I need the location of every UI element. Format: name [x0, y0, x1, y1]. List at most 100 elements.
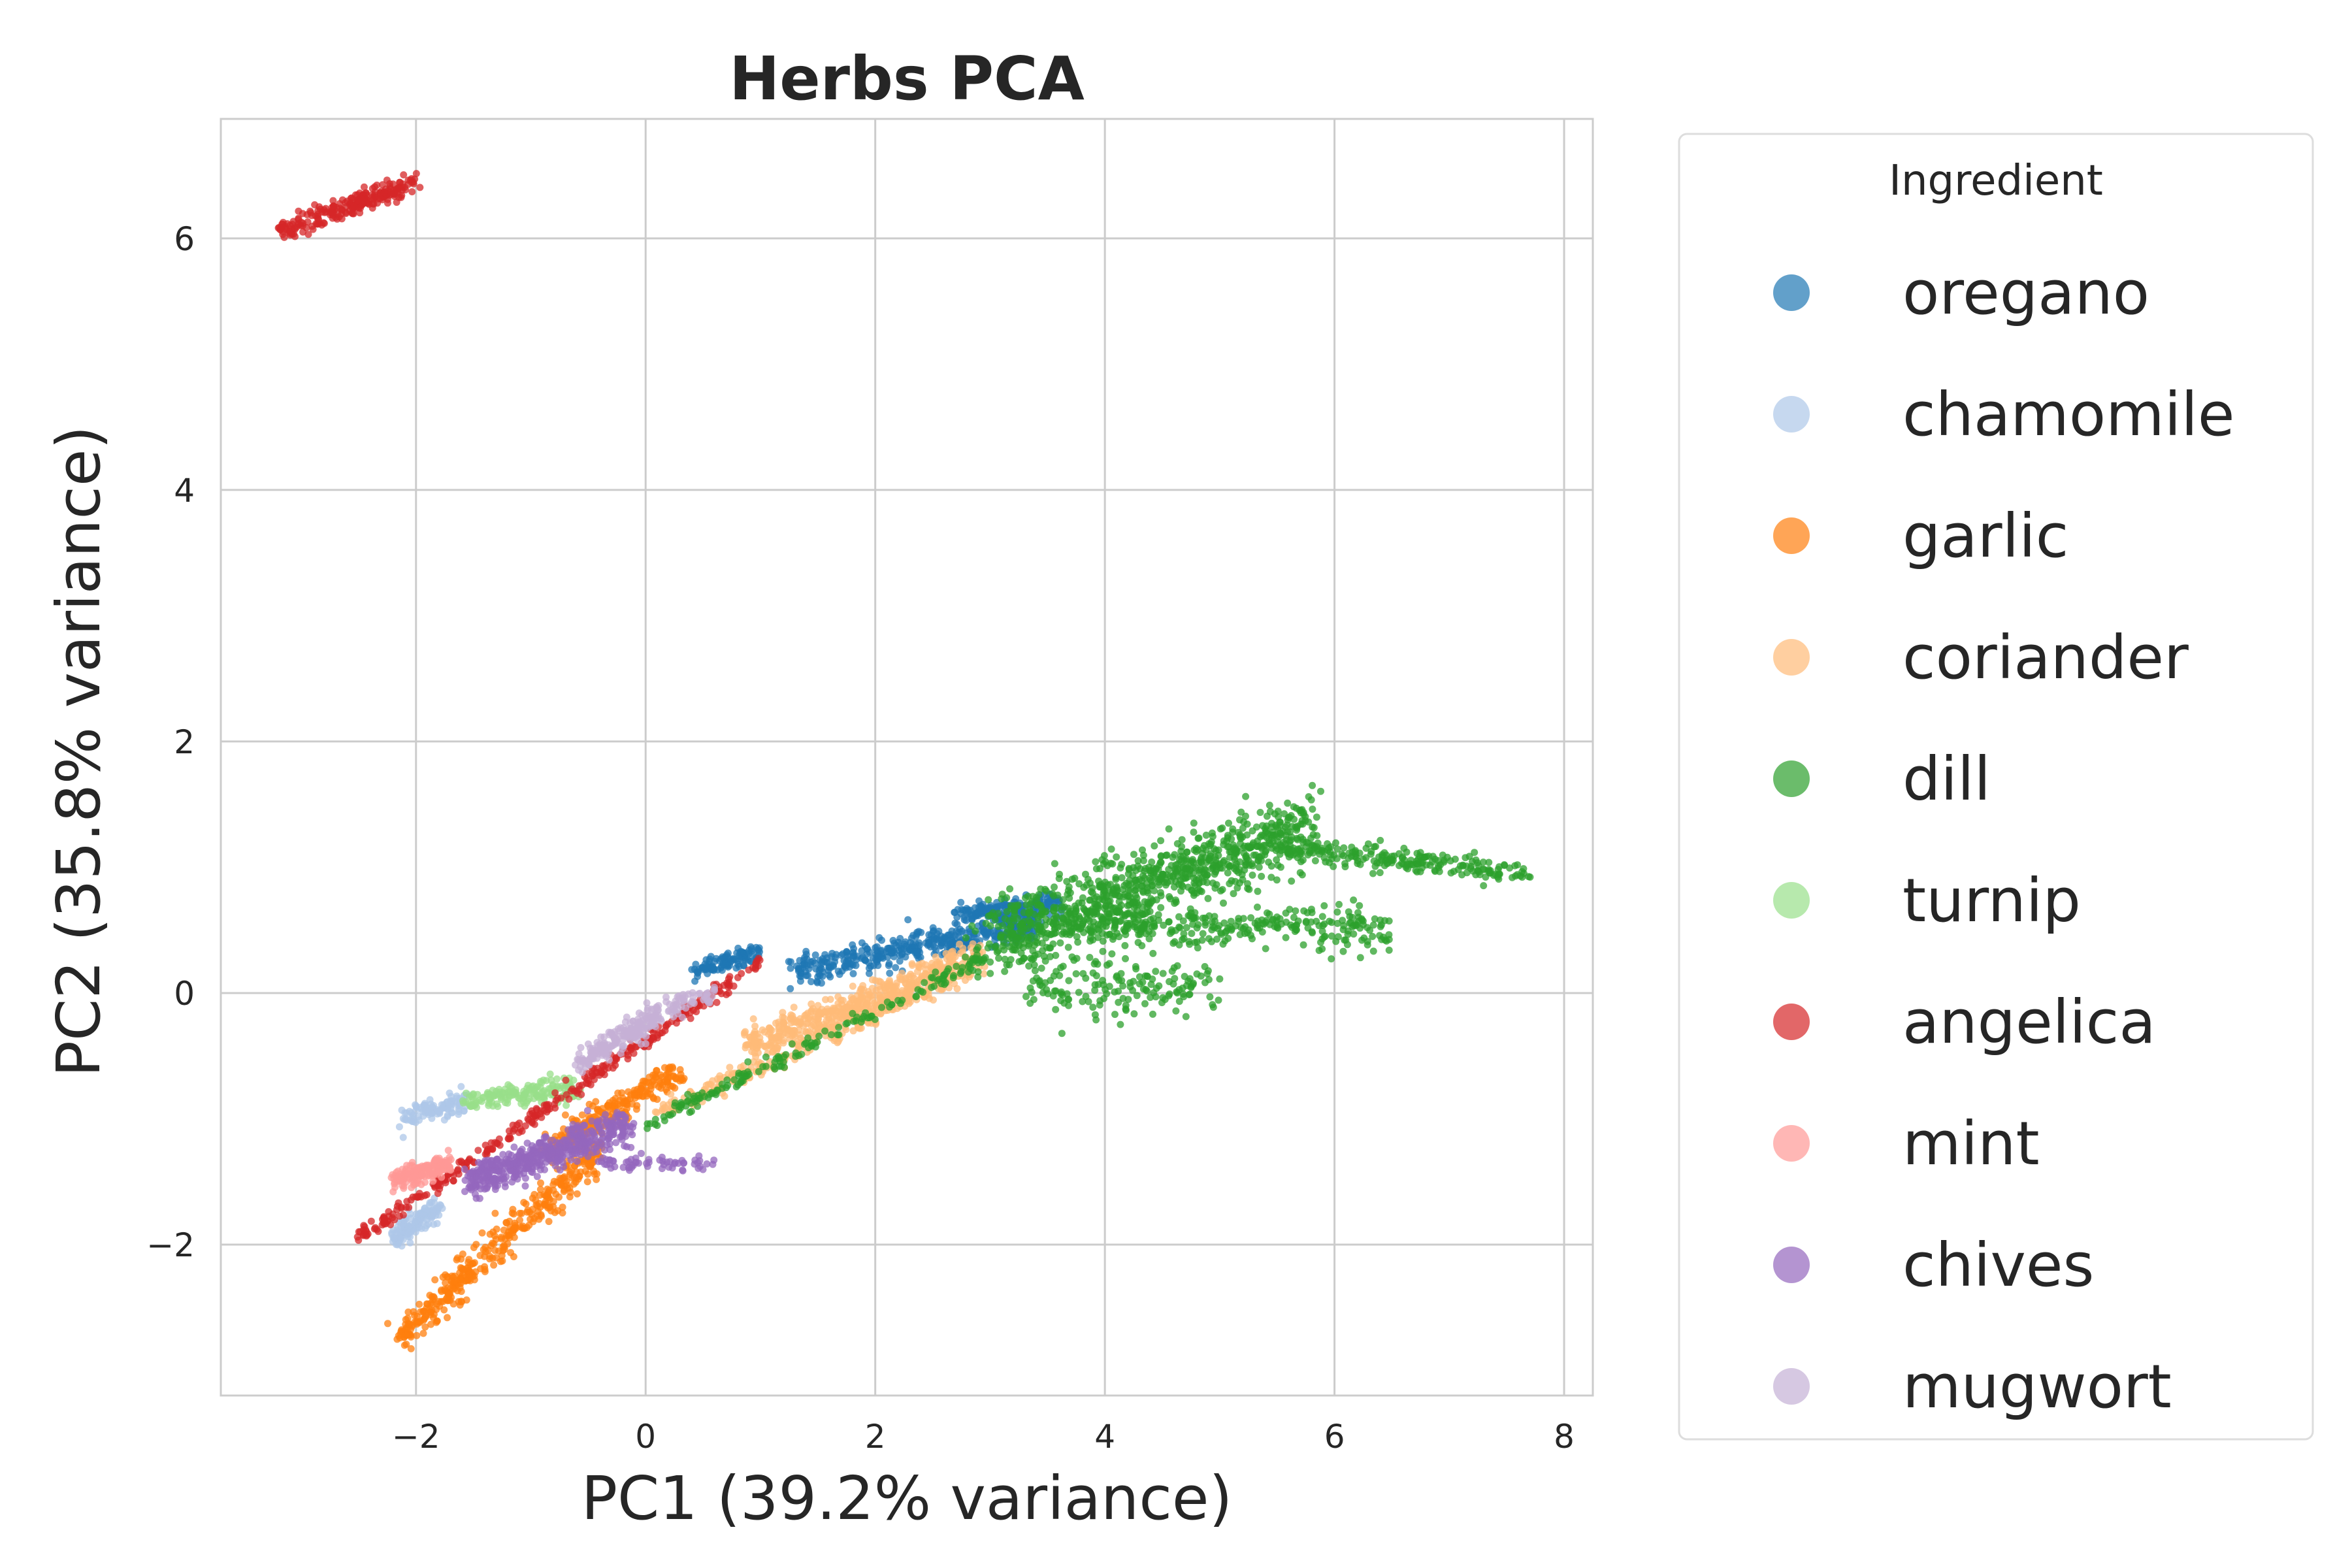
data-point [1063, 877, 1071, 885]
data-point [1282, 934, 1290, 941]
data-point [389, 1188, 397, 1196]
data-point [1062, 930, 1070, 938]
data-point [647, 1082, 655, 1090]
data-point [1096, 883, 1103, 891]
data-point [497, 1233, 505, 1241]
data-point [1065, 977, 1073, 985]
data-point [1226, 880, 1233, 887]
data-point [1086, 927, 1094, 935]
data-point [1358, 915, 1365, 923]
data-point [1026, 919, 1034, 926]
data-point [412, 170, 420, 178]
data-point [395, 1199, 402, 1207]
data-point [664, 1020, 672, 1028]
data-point [428, 1293, 436, 1301]
data-point [1334, 933, 1342, 941]
data-point [295, 207, 302, 215]
data-point [551, 1104, 559, 1112]
data-point [360, 183, 368, 191]
data-point [805, 1044, 812, 1052]
data-point [1149, 930, 1156, 938]
data-point [1266, 910, 1273, 918]
data-point [570, 1076, 578, 1084]
data-point [356, 189, 363, 197]
data-point [1175, 941, 1183, 949]
data-point [745, 950, 753, 957]
data-point [1160, 921, 1168, 929]
data-point [672, 1019, 680, 1027]
data-point [1253, 842, 1261, 850]
data-point [457, 1276, 465, 1284]
data-point [1320, 902, 1328, 909]
data-point [751, 1034, 758, 1041]
data-point [928, 935, 936, 943]
data-point [1292, 823, 1299, 831]
data-point [422, 1313, 430, 1321]
data-point [483, 1148, 491, 1156]
series-dill [644, 781, 1534, 1132]
data-point [1092, 958, 1100, 966]
data-point [1043, 943, 1051, 951]
data-point [915, 928, 923, 936]
data-point [404, 1226, 412, 1233]
data-point [1188, 930, 1196, 938]
data-point [1224, 869, 1232, 877]
data-point [1333, 845, 1341, 853]
data-point [990, 913, 998, 921]
data-point [1454, 866, 1462, 874]
data-point [463, 1264, 471, 1272]
data-point [528, 1118, 536, 1126]
data-point [521, 1122, 529, 1130]
data-point [1313, 813, 1320, 821]
data-point [1149, 915, 1157, 923]
data-point [1007, 902, 1015, 909]
data-point [379, 181, 387, 189]
data-point [1132, 876, 1140, 884]
data-point [1028, 956, 1036, 964]
data-point [505, 1135, 513, 1143]
data-point [1037, 902, 1045, 909]
data-point [1265, 836, 1273, 844]
data-point [1049, 992, 1057, 1000]
data-point [1134, 862, 1142, 870]
data-point [980, 970, 988, 977]
data-point [1026, 984, 1034, 992]
data-point [1232, 850, 1240, 857]
data-point [1239, 875, 1247, 883]
data-point [941, 935, 949, 942]
data-point [551, 1089, 559, 1097]
data-point [1074, 938, 1082, 946]
data-point [1356, 954, 1364, 962]
data-point [1189, 981, 1197, 988]
data-point [1302, 919, 1310, 926]
data-point [1038, 982, 1046, 990]
data-point [721, 1092, 728, 1100]
data-point [402, 1341, 410, 1348]
data-point [1092, 972, 1100, 979]
data-point [395, 1228, 402, 1236]
data-point [794, 1052, 802, 1059]
data-point [1155, 881, 1163, 889]
data-point [492, 1088, 500, 1095]
data-point [878, 1004, 885, 1011]
data-point [873, 958, 881, 966]
data-point [1369, 921, 1377, 929]
data-point [1217, 825, 1224, 833]
data-point [909, 932, 917, 939]
data-point [1175, 923, 1183, 931]
data-point [880, 983, 888, 990]
data-point [713, 1086, 721, 1094]
data-point [1514, 861, 1522, 869]
data-point [391, 1234, 399, 1242]
data-point [1250, 851, 1258, 859]
data-point [368, 200, 376, 208]
data-point [1152, 896, 1160, 904]
data-point [1001, 915, 1009, 923]
data-point [1318, 945, 1326, 953]
data-point [1162, 851, 1170, 859]
data-point [636, 1087, 644, 1095]
data-point [1375, 853, 1383, 861]
data-point [854, 1024, 862, 1032]
data-point [1385, 946, 1393, 954]
data-point [1064, 943, 1072, 951]
